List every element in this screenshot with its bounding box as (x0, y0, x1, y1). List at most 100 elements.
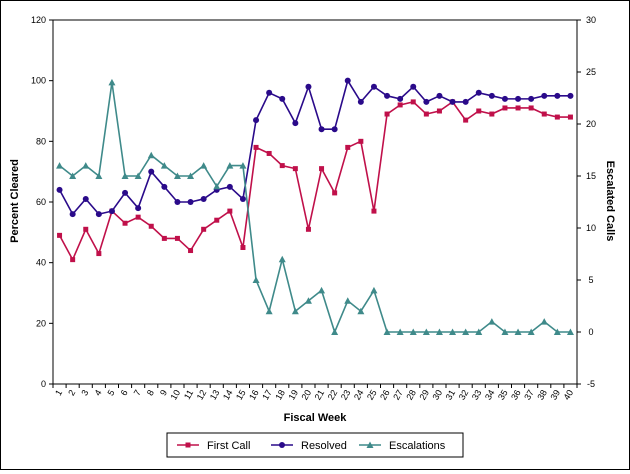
data-point (410, 99, 416, 105)
data-point (371, 208, 377, 214)
x-tick-label: 38 (535, 388, 549, 402)
data-point (187, 199, 194, 205)
x-tick-label: 13 (208, 388, 222, 402)
y-tick-label: 100 (31, 76, 46, 86)
data-point (528, 95, 535, 102)
data-point (135, 205, 142, 212)
data-point (436, 108, 442, 114)
data-point (226, 162, 234, 169)
series-layer (56, 77, 574, 335)
data-point (449, 98, 456, 105)
data-point (147, 151, 155, 159)
data-point (527, 328, 535, 335)
x-tick-label: 11 (182, 388, 195, 401)
data-point (253, 144, 259, 150)
data-point (489, 111, 495, 117)
data-point (70, 257, 76, 263)
series-line (58, 100, 571, 262)
y2-tick-label: 10 (586, 223, 596, 233)
data-point (252, 276, 260, 283)
y-tick-label: 120 (31, 15, 46, 25)
legend-swatch-marker (185, 442, 191, 448)
data-point (423, 98, 430, 105)
data-point (108, 78, 116, 86)
x-tick-label: 3 (79, 388, 90, 397)
data-point (397, 102, 403, 108)
x-tick-label: 39 (548, 388, 562, 402)
y-tick-label: 20 (36, 318, 46, 328)
data-point (200, 195, 207, 202)
data-point (56, 162, 64, 169)
x-tick-label: 15 (234, 388, 248, 402)
data-point (121, 172, 129, 179)
data-point (83, 226, 89, 232)
data-point (82, 162, 90, 169)
legend-swatch-marker (366, 441, 374, 448)
legend-item: Escalations (359, 440, 446, 452)
x-tick-label: 29 (417, 388, 431, 402)
data-point (332, 190, 338, 196)
data-point (148, 168, 155, 175)
data-point (462, 98, 469, 105)
x-tick-label: 31 (444, 388, 458, 402)
x-tick-label: 23 (339, 388, 353, 402)
data-point (462, 328, 470, 335)
data-point (370, 83, 377, 90)
data-point (56, 186, 63, 193)
x-tick-label: 34 (483, 388, 497, 402)
data-point (57, 232, 63, 238)
y-tick-label: 80 (36, 136, 46, 146)
data-point (476, 108, 482, 114)
data-point (370, 286, 378, 294)
data-point (409, 328, 417, 335)
x-tick-label: 12 (195, 388, 209, 402)
x-tick-label: 25 (365, 388, 379, 402)
legend-items: First Call Resolved Escalations (177, 440, 446, 452)
legend-label: First Call (207, 440, 250, 452)
data-point (69, 172, 77, 179)
x-tick-label: 35 (496, 388, 510, 402)
x-tick-label: 16 (247, 388, 261, 402)
data-point (318, 126, 325, 133)
data-point (331, 126, 338, 133)
y2-tick-label: 0 (588, 327, 593, 337)
x-tick-label: 37 (522, 388, 536, 402)
data-point (541, 92, 548, 99)
data-point (188, 248, 194, 254)
data-point (318, 286, 326, 294)
data-point (344, 77, 351, 84)
data-point (567, 114, 573, 120)
data-point (514, 328, 522, 335)
data-point (344, 297, 352, 304)
x-tick-label: 4 (92, 388, 103, 397)
data-point (357, 98, 364, 105)
data-point (240, 245, 246, 250)
data-point (187, 172, 195, 179)
data-point (292, 120, 299, 127)
data-point (266, 150, 272, 156)
data-point (515, 95, 522, 102)
legend: First Call Resolved Escalations (166, 432, 464, 458)
x-tick-label: 10 (169, 388, 183, 402)
data-point (95, 211, 102, 218)
x-tick-label: 18 (273, 388, 287, 402)
data-point (304, 297, 312, 304)
y2-tick-label: 20 (586, 119, 596, 129)
data-point (160, 162, 168, 169)
y2-axis-title: Escalated Calls (604, 161, 616, 242)
x-tick-label: 30 (431, 388, 445, 402)
data-point (397, 95, 404, 102)
legend-label: Resolved (301, 440, 347, 452)
data-point (95, 172, 103, 179)
x-tick-label: 32 (457, 388, 471, 402)
series-first-call (57, 99, 573, 263)
y2-tick-label: -5 (587, 379, 595, 389)
x-tick-label: 33 (470, 388, 484, 402)
data-point (541, 111, 547, 117)
data-point (410, 83, 417, 90)
data-point (488, 318, 496, 325)
data-point (174, 235, 180, 241)
data-point (265, 307, 273, 315)
data-point (449, 328, 457, 335)
data-point (122, 220, 128, 226)
